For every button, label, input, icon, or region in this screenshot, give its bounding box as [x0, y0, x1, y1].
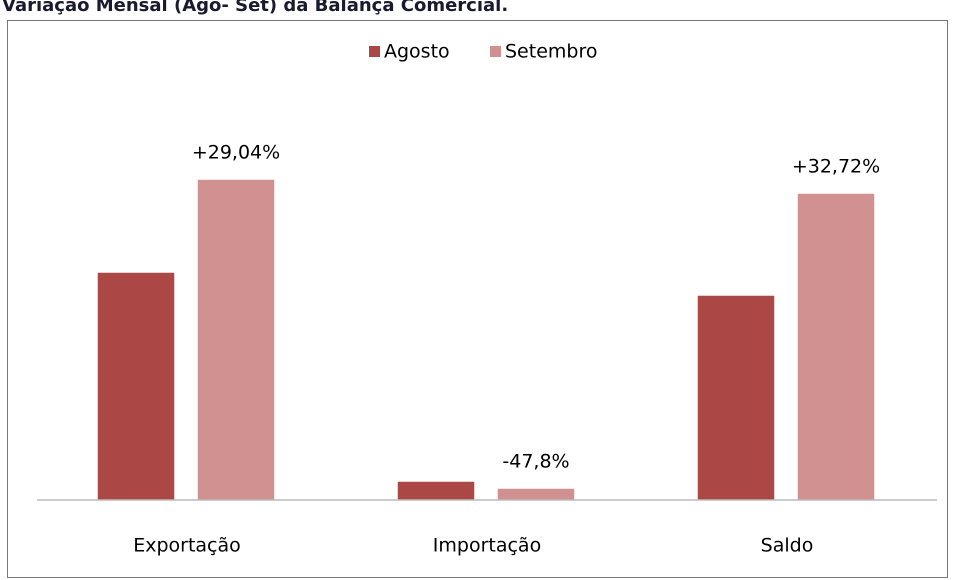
bar [396, 480, 476, 501]
legend-label: Agosto [384, 41, 450, 63]
bar [496, 487, 576, 501]
annotation: +32,72% [792, 156, 880, 178]
legend-swatch [490, 46, 501, 57]
x-tick-label: Importação [433, 535, 541, 557]
annotation: -47,8% [502, 451, 569, 473]
legend-label: Setembro [505, 41, 597, 63]
bar [196, 178, 276, 501]
chart-title: Variação Mensal (Ago- Set) da Balança Co… [2, 0, 508, 16]
bar [96, 271, 176, 501]
x-tick-label: Exportação [133, 535, 241, 557]
bar [696, 294, 776, 501]
annotation: +29,04% [192, 142, 280, 164]
legend-swatch [369, 46, 380, 57]
bar [796, 192, 876, 501]
x-tick-label: Saldo [761, 535, 814, 557]
